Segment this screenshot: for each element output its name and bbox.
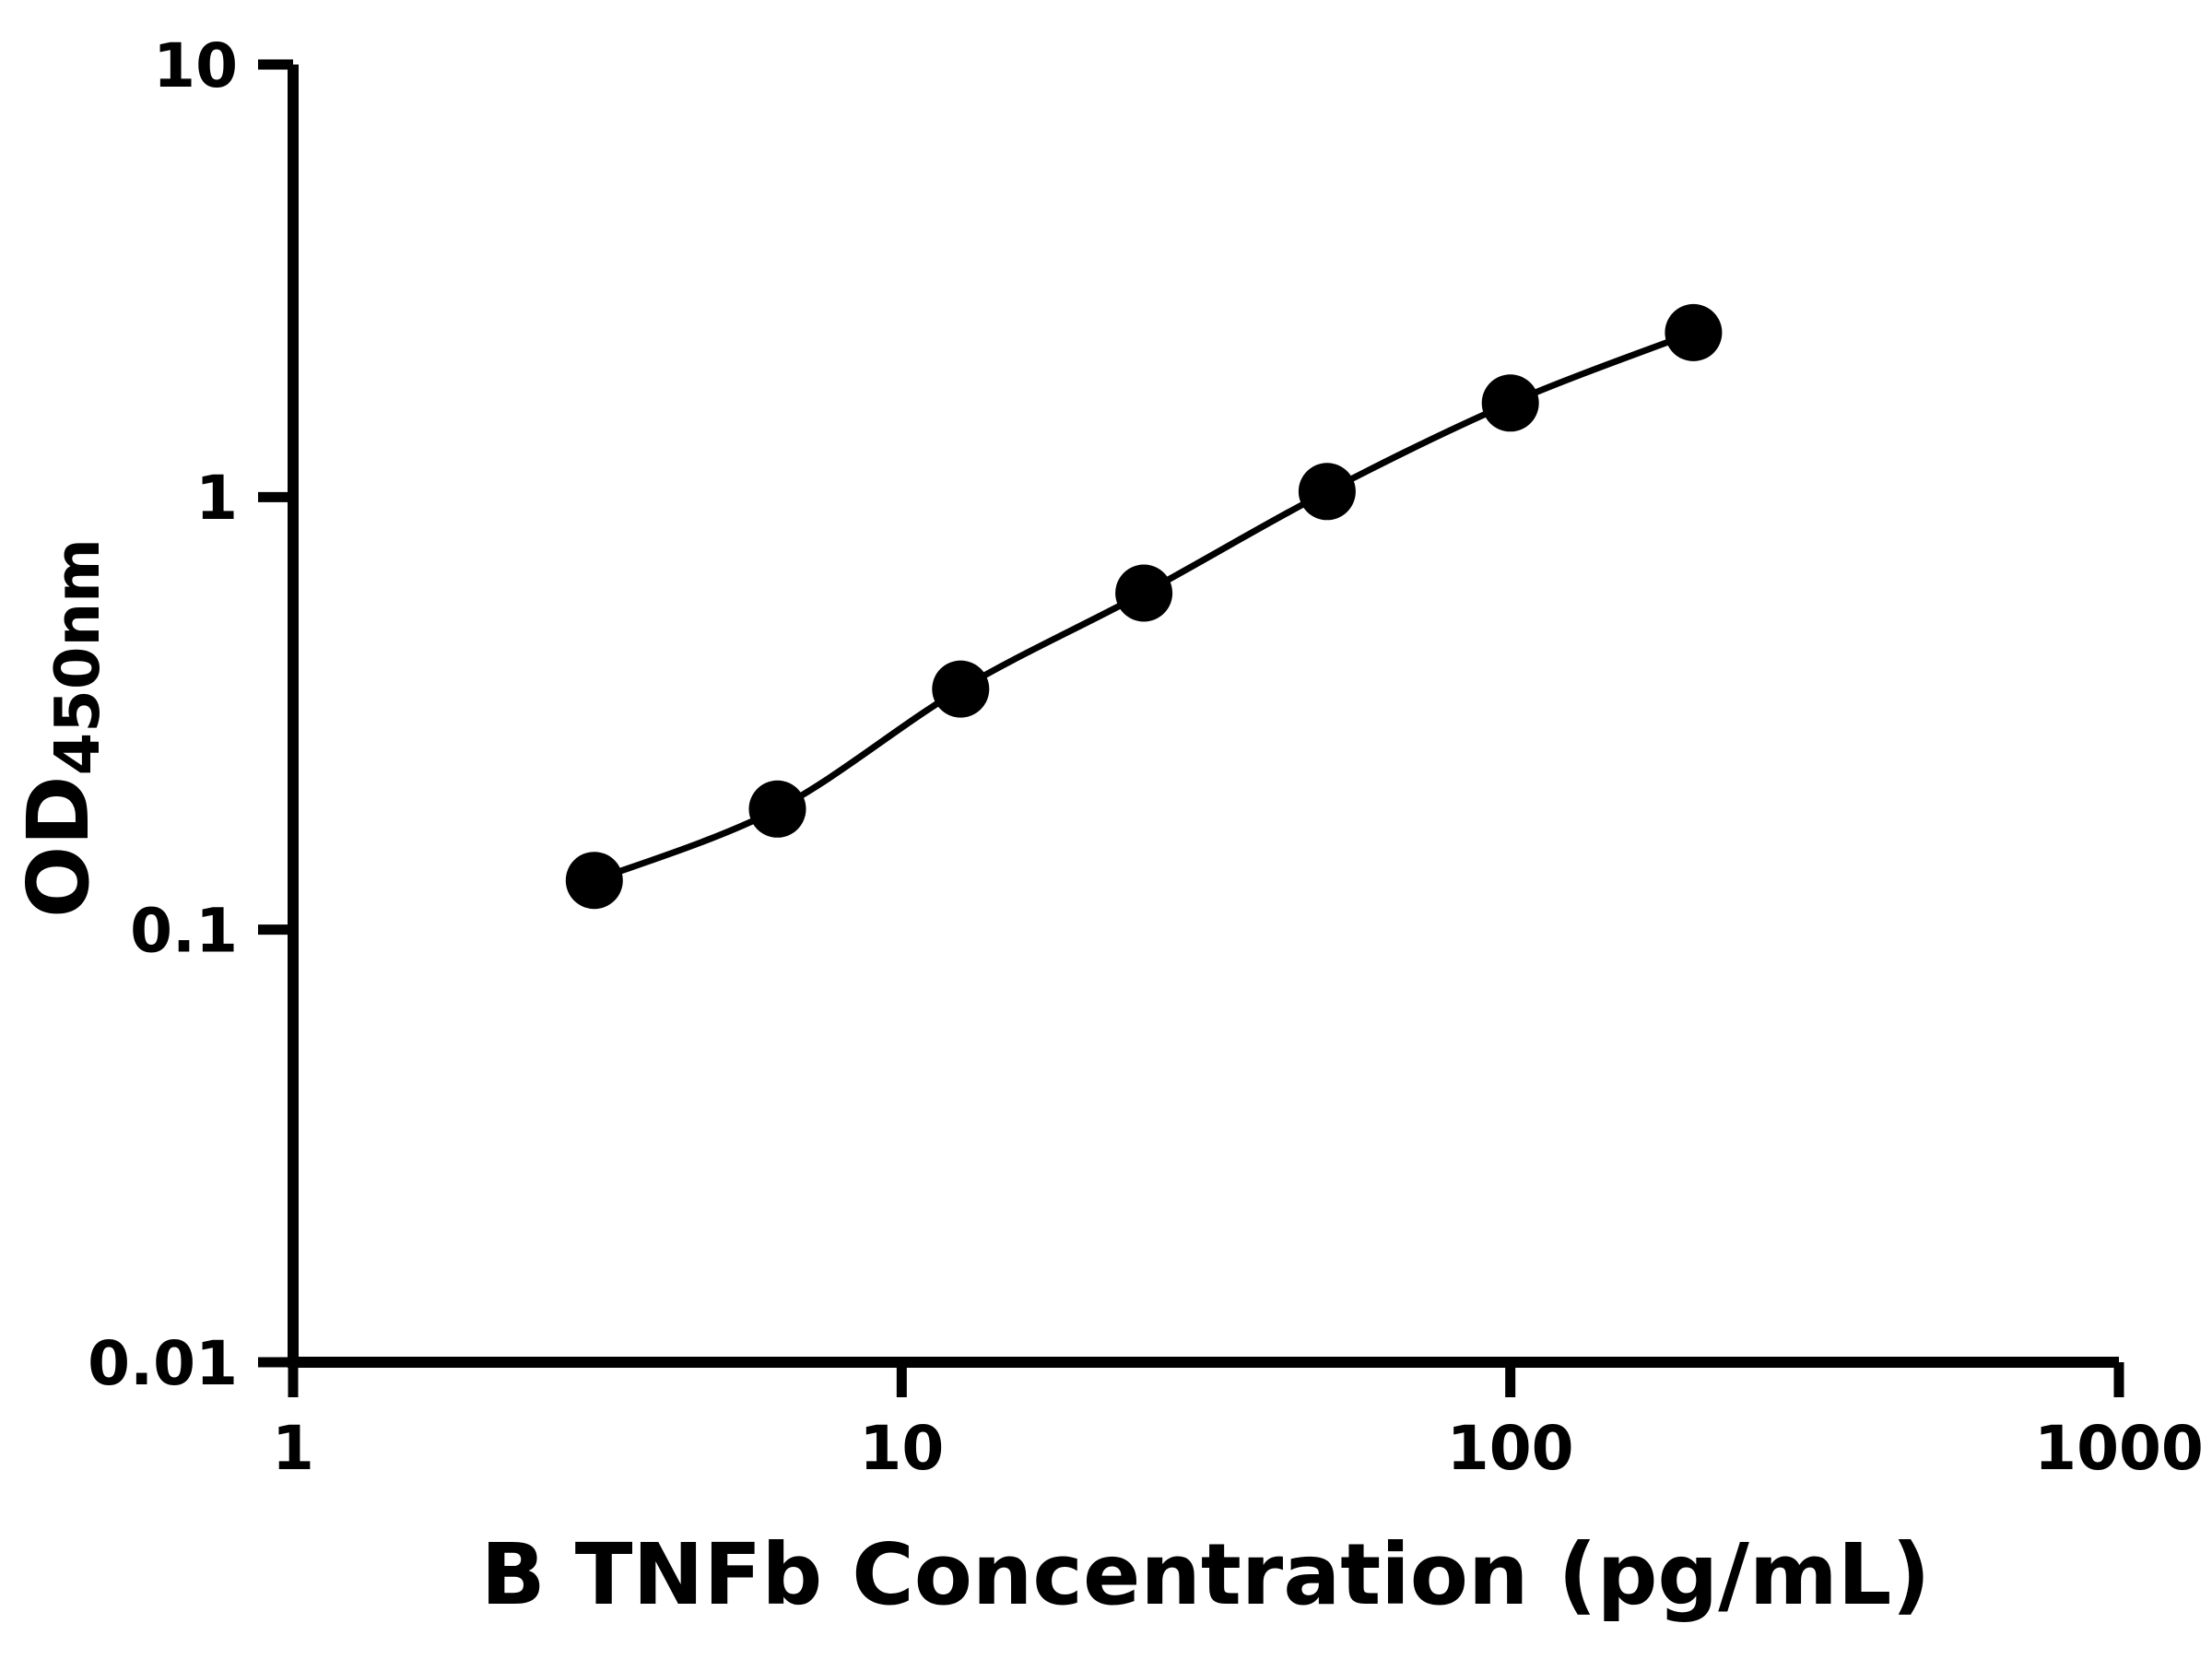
y-axis-title-subscript: 450nm — [41, 538, 113, 775]
y-tick-label: 10 — [153, 30, 238, 101]
data-point — [1115, 564, 1173, 622]
data-point — [748, 780, 806, 838]
data-point — [565, 852, 623, 910]
y-axis-ticks: 10 1 0.1 0.01 — [88, 30, 293, 1399]
x-tick-label: 10 — [859, 1413, 944, 1484]
x-axis-title: B TNFb Concentration (pg/mL) — [481, 1525, 1931, 1624]
standard-curve-points — [565, 303, 1723, 910]
y-tick-label: 0.1 — [130, 895, 238, 966]
y-tick-label: 1 — [195, 463, 238, 534]
data-point — [1298, 463, 1356, 521]
axis-spines — [288, 65, 2119, 1368]
y-axis-title-main: OD — [9, 775, 108, 918]
data-point — [1481, 374, 1539, 432]
x-axis-ticks: 1 10 100 1000 — [272, 1362, 2204, 1484]
x-tick-label: 100 — [1447, 1413, 1574, 1484]
data-point — [932, 660, 990, 718]
data-point — [1665, 303, 1723, 361]
x-tick-label: 1000 — [2034, 1413, 2204, 1484]
y-axis-title: OD450nm — [9, 538, 113, 918]
x-tick-label: 1 — [272, 1413, 314, 1484]
y-tick-label: 0.01 — [88, 1328, 238, 1399]
